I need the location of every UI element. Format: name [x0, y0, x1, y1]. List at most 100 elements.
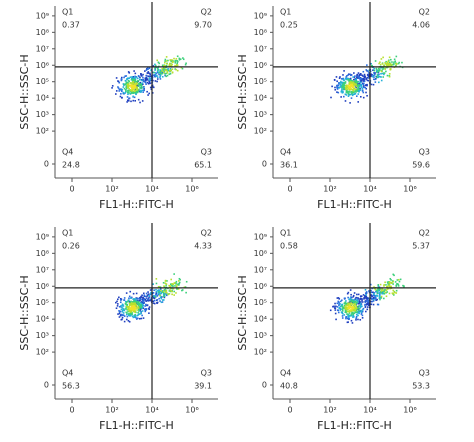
event-dot [357, 310, 360, 313]
event-dot [359, 318, 362, 321]
event-dot [134, 310, 137, 312]
event-dot [164, 72, 166, 75]
event-dot [115, 90, 118, 92]
event-dot [121, 318, 123, 321]
event-dot [350, 300, 352, 303]
event-dot [349, 297, 352, 299]
event-dot [142, 83, 144, 86]
event-dot [134, 301, 137, 304]
event-dot [374, 73, 376, 75]
event-dot [130, 314, 132, 316]
event-dot [336, 84, 339, 87]
event-dot [131, 89, 133, 92]
event-dot [360, 310, 363, 312]
event-dot [155, 72, 157, 75]
x-tick-label: 10⁶ [403, 185, 416, 194]
event-dot [367, 297, 370, 299]
event-dot [354, 311, 356, 313]
event-dot [372, 83, 375, 86]
event-dot [137, 90, 140, 92]
event-dot [157, 72, 160, 74]
y-tick-label: 10² [254, 348, 267, 357]
event-dot [337, 311, 340, 314]
event-dot [347, 92, 350, 95]
event-dot [372, 74, 375, 77]
event-dot [165, 283, 168, 285]
event-dot [154, 63, 156, 66]
event-dot [179, 58, 182, 60]
event-dot [374, 78, 376, 81]
event-dot [357, 77, 360, 79]
event-dot [345, 88, 347, 91]
event-dot [385, 70, 387, 73]
event-dot [174, 282, 176, 284]
event-dot [384, 68, 387, 70]
event-dot [355, 313, 358, 316]
event-dot [164, 74, 166, 77]
event-dot [365, 91, 367, 94]
event-dot [347, 316, 350, 319]
event-dot [118, 90, 121, 92]
event-dot [155, 290, 158, 293]
event-dot [393, 58, 396, 61]
event-dot [154, 296, 157, 298]
event-dot [354, 90, 356, 93]
event-dot [347, 305, 350, 308]
event-dot [184, 286, 187, 288]
event-dot [344, 310, 347, 312]
quadrant-name: Q1 [280, 8, 291, 17]
event-dot [149, 86, 152, 89]
event-dot [140, 85, 143, 88]
event-dot [357, 301, 359, 303]
event-dot [136, 317, 139, 320]
event-dot [138, 302, 140, 305]
event-dot [154, 64, 157, 67]
event-dot [146, 304, 149, 306]
event-dot [347, 314, 349, 317]
event-dot [387, 285, 389, 288]
event-dot [164, 293, 166, 295]
event-dot [341, 303, 344, 306]
event-dot [163, 285, 165, 287]
event-dot [346, 313, 348, 315]
y-tick-label: 10⁷ [36, 44, 49, 53]
event-dot [128, 85, 131, 87]
y-tick-label: 10⁴ [254, 315, 267, 324]
event-dot [352, 89, 355, 92]
event-dot [351, 303, 354, 305]
event-dot [125, 87, 128, 90]
event-dot [170, 290, 173, 292]
event-dot [384, 289, 387, 291]
event-dot [142, 292, 145, 295]
event-dot [361, 299, 363, 302]
event-dot [384, 291, 387, 294]
event-dot [384, 62, 387, 65]
x-tick-label: 0 [287, 185, 292, 194]
x-tick-label: 0 [69, 406, 74, 415]
x-tick-label: 10² [105, 406, 118, 415]
event-dot [160, 297, 163, 300]
event-dot [163, 71, 165, 74]
quadrant-name: Q3 [201, 369, 212, 378]
event-dot [371, 73, 373, 76]
event-dot [354, 84, 356, 86]
event-dot [395, 64, 397, 67]
event-dot [158, 71, 161, 74]
event-dot [125, 81, 128, 84]
event-dot [379, 295, 381, 298]
event-dot [334, 86, 336, 89]
event-dot [350, 308, 353, 311]
event-dot [362, 83, 365, 86]
event-dot [133, 80, 136, 83]
event-dot [341, 84, 344, 87]
event-dot [336, 80, 338, 83]
event-dot [129, 308, 132, 311]
event-dot [341, 308, 344, 311]
event-dot [141, 314, 143, 317]
event-dot [387, 62, 389, 65]
event-dot [152, 86, 155, 89]
event-dot [128, 313, 131, 315]
event-dot [128, 309, 131, 311]
event-dot [348, 312, 351, 314]
event-dot [390, 282, 393, 284]
